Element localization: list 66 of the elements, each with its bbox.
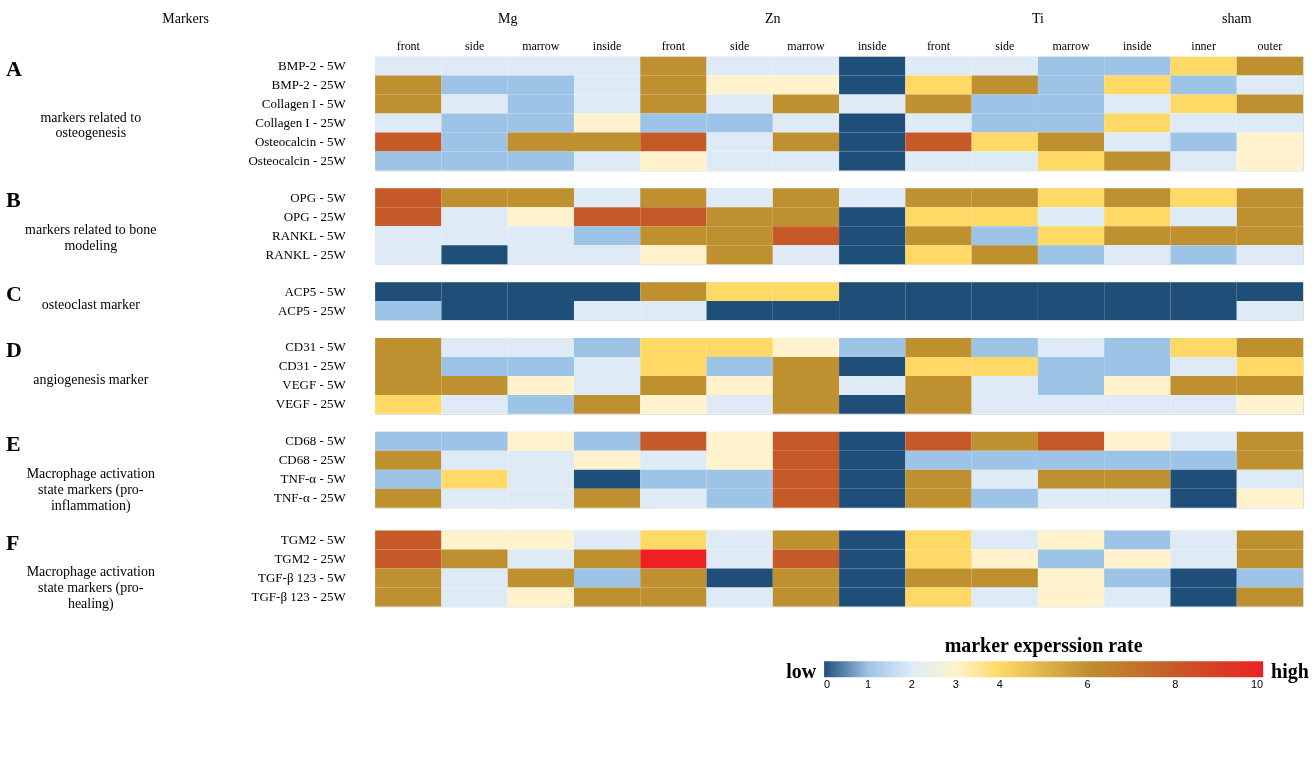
y-tick-label: TNF-α - 5W [280,471,347,487]
text: Markers [162,10,209,26]
text: sham [1222,10,1252,26]
text: osteoclast marker [41,297,141,313]
x-tick-label: inside [592,39,622,54]
y-tick-label: Osteocalcin - 25W [248,152,347,168]
text: D [5,336,22,362]
text: C [5,281,22,307]
x-tick-label: side [730,39,750,54]
x-tick-label: side [464,39,485,54]
text: B [5,187,21,213]
y-tick-label: CD68 - 5W [285,433,347,449]
color-bar-label: 4 [996,678,1003,691]
color-bar-label: 10 [1250,678,1264,691]
y-tick-label: OPG - 5W [290,189,347,205]
y-tick-label: TGM2 - 5W [280,532,347,548]
x-tick-label: front [661,39,686,54]
y-tick-label: TNF-α - 25W [274,490,347,506]
color-bar-label: 8 [1172,678,1179,691]
x-tick-label: inside [1123,39,1152,54]
text: A [5,55,22,81]
text: E [5,430,21,456]
y-tick-label: VEGF - 5W [282,377,347,393]
x-tick-label: inside [857,39,887,54]
text: angiogenesis marker [33,371,149,387]
y-tick-label: RANKL - 5W [271,227,347,243]
text: low [786,660,817,683]
y-tick-label: BMP-2 - 5W [277,58,347,74]
text: high [1271,660,1309,684]
color-bar-label: 2 [908,678,915,691]
y-tick-label: Collagen I - 25W [255,115,347,131]
text: Mg [498,10,518,26]
y-tick-label: Collagen I - 5W [261,96,347,112]
y-tick-label: BMP-2 - 25W [271,77,347,93]
text: Macrophage activation state markers (pro-healing) [26,564,155,613]
color-bar-title: marker experssion rate [944,634,1143,658]
y-tick-label: CD31 - 25W [278,358,347,374]
y-tick-label: TGF-β 123 - 25W [251,588,347,604]
x-tick-label: front [926,39,951,54]
y-tick-label: ACP5 - 5W [284,283,347,299]
y-tick-label: CD31 - 5W [285,339,347,355]
text: F [5,529,20,555]
x-tick-label: outer [1257,39,1283,54]
x-tick-label: marrow [1052,39,1091,54]
x-tick-label: marrow [787,39,825,54]
text: markers related to osteogenesis [40,109,142,141]
y-tick-label: VEGF - 25W [275,396,347,412]
y-tick-label: RANKL - 25W [265,246,347,262]
text: Zn [765,10,781,26]
color-bar-label: 6 [1084,678,1091,691]
y-tick-label: ACP5 - 25W [277,302,347,318]
x-tick-label: side [995,39,1015,54]
x-tick-label: marrow [522,39,560,54]
color-bar-label: 1 [864,678,872,691]
y-tick-label: CD68 - 25W [278,452,347,468]
y-tick-label: TGM2 - 25W [274,551,347,567]
y-tick-label: TGF-β 123 - 5W [258,569,347,585]
text: Macrophage activation state markers (pro-inflammation) [26,465,155,514]
y-tick-label: Osteocalcin - 5W [254,133,347,149]
y-tick-label: OPG - 25W [283,208,347,224]
text: markers related to bone modeling [25,222,157,254]
color-bar-label: 0 [824,678,831,691]
color-bar-label: 3 [952,678,959,691]
x-tick-label: inner [1191,39,1216,54]
text: Ti [1031,10,1044,26]
x-tick-label: front [396,39,421,54]
